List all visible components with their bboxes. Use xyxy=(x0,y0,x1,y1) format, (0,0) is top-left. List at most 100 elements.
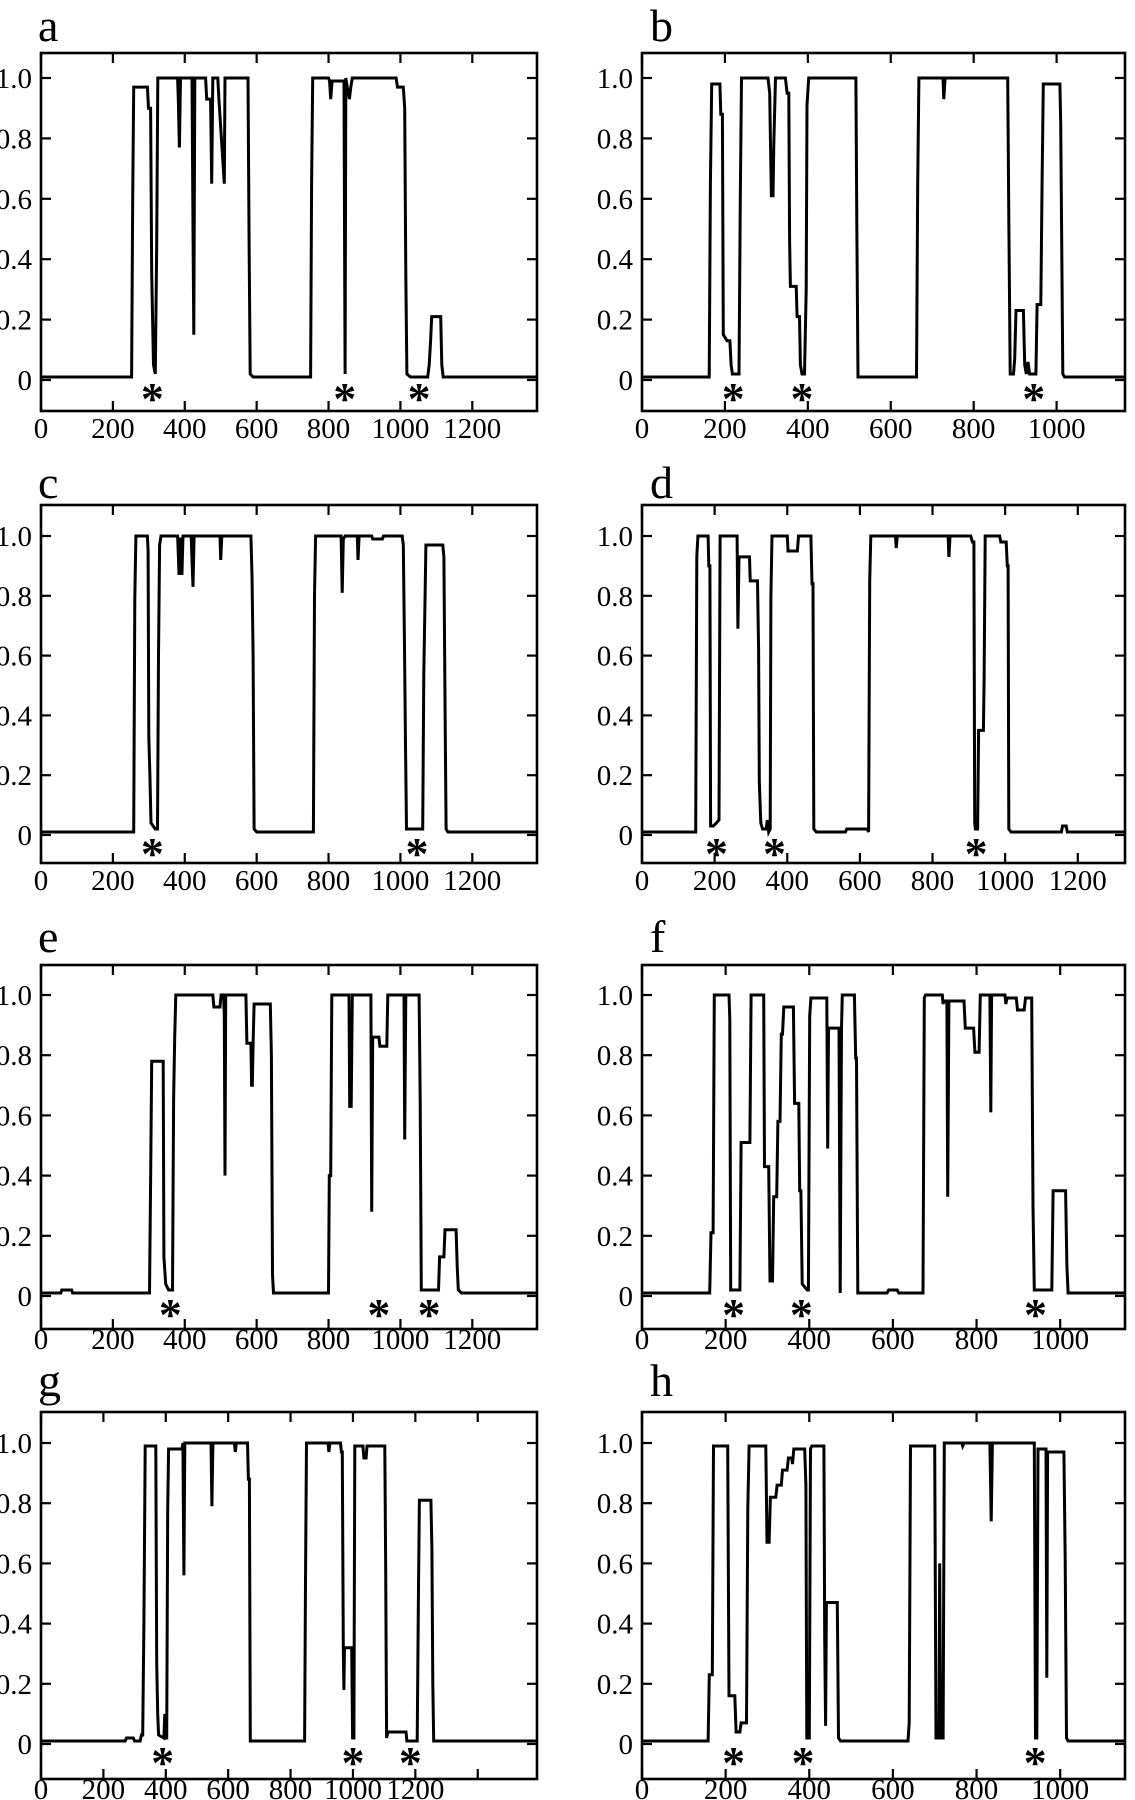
x-tick-label: 800 xyxy=(955,1774,999,1800)
y-tick-label: 0.4 xyxy=(0,244,33,276)
x-tick-label: 1200 xyxy=(386,1774,444,1800)
y-tick-label: 0.6 xyxy=(0,184,32,216)
panel-e: e 0 200 400 600 800 1000 1200 0 0.2 0.4 0.6 0.8 1.0 * *… xyxy=(0,911,539,1356)
x-tick-label: 200 xyxy=(703,413,747,445)
asterisk-marker: * xyxy=(405,828,428,879)
x-tick-label: 1200 xyxy=(443,865,501,897)
x-tick-label: 0 xyxy=(635,865,650,897)
x-tick-label: 1200 xyxy=(443,1324,501,1356)
y-tick-label: 1.0 xyxy=(0,980,32,1012)
trace-line xyxy=(41,993,537,1295)
asterisk-marker: * xyxy=(705,828,728,879)
x-tick-label: 600 xyxy=(869,413,913,445)
asterisk-marker: * xyxy=(790,1289,813,1340)
x-tick-label: 0 xyxy=(34,1774,49,1800)
x-tick-label: 400 xyxy=(766,865,810,897)
x-tick-label: 600 xyxy=(838,865,882,897)
x-tick-label: 400 xyxy=(163,1324,207,1356)
y-tick-label: 0.4 xyxy=(597,1609,634,1641)
asterisk-marker: * xyxy=(1024,1737,1047,1788)
y-tick-label: 0 xyxy=(18,1281,33,1313)
x-tick-label: 200 xyxy=(704,1774,748,1800)
asterisk-marker: * xyxy=(792,1737,815,1788)
y-tick-label: 0 xyxy=(18,1729,33,1761)
x-tick-label: 1000 xyxy=(324,1774,382,1800)
y-tick-label: 0.2 xyxy=(597,1221,633,1253)
x-tick-label: 1000 xyxy=(371,1324,429,1356)
y-tick-label: 0 xyxy=(619,365,634,397)
axis-box xyxy=(640,1410,1127,1781)
asterisk-marker: * xyxy=(159,1289,182,1340)
x-tick-label: 800 xyxy=(307,865,351,897)
y-tick-label: 0.2 xyxy=(0,760,32,792)
x-tick-label: 400 xyxy=(786,413,830,445)
x-tick-label: 200 xyxy=(82,1774,126,1800)
x-tick-label: 800 xyxy=(307,413,351,445)
y-tick-label: 0 xyxy=(18,365,33,397)
asterisk-marker: * xyxy=(722,373,745,424)
x-tick-label: 400 xyxy=(788,1774,832,1800)
x-tick-label: 800 xyxy=(955,1324,999,1356)
y-tick-label: 0.6 xyxy=(0,1100,32,1132)
asterisk-marker: * xyxy=(399,1737,422,1788)
x-tick-label: 800 xyxy=(911,865,955,897)
y-tick-label: 0.8 xyxy=(0,1040,32,1072)
x-tick-label: 1200 xyxy=(1049,865,1107,897)
x-tick-label: 0 xyxy=(635,1774,650,1800)
y-tick-label: 0.6 xyxy=(597,1100,633,1132)
x-tick-label: 1000 xyxy=(371,413,429,445)
trace-line xyxy=(642,534,1125,838)
x-tick-label: 1000 xyxy=(371,865,429,897)
panel-letter: h xyxy=(650,1355,673,1406)
y-tick-label: 0.2 xyxy=(0,1221,32,1253)
y-tick-label: 1.0 xyxy=(0,521,32,553)
x-tick-label: 400 xyxy=(163,413,207,445)
asterisk-marker: * xyxy=(1024,1289,1047,1340)
x-tick-label: 0 xyxy=(34,1324,49,1356)
y-tick-label: 0.4 xyxy=(597,700,634,732)
y-tick-label: 0.6 xyxy=(597,1548,633,1580)
x-tick-label: 800 xyxy=(952,413,996,445)
panel-letter: a xyxy=(38,0,58,51)
panel-c: c 0 200 400 600 800 1000 1200 0 0.2 0.4 0.6 0.8 1.0 * * xyxy=(0,457,539,897)
x-tick-label: 200 xyxy=(693,865,737,897)
asterisk-marker: * xyxy=(408,373,431,424)
axis-box xyxy=(640,503,1127,865)
trace-line xyxy=(642,76,1125,379)
y-tick-label: 0.4 xyxy=(0,1161,33,1193)
panel-a: a 0 200 400 600 800 1000 1200 0 0.2 0.4 0.6 0.8 1.0 * *… xyxy=(0,0,539,445)
asterisk-marker: * xyxy=(333,373,356,424)
asterisk-marker: * xyxy=(1022,373,1045,424)
x-tick-label: 800 xyxy=(269,1774,313,1800)
x-tick-label: 400 xyxy=(788,1324,832,1356)
y-tick-label: 1.0 xyxy=(597,980,633,1012)
y-tick-label: 1.0 xyxy=(0,63,32,95)
y-tick-label: 0 xyxy=(619,1729,634,1761)
y-tick-label: 0 xyxy=(619,1281,634,1313)
y-tick-label: 0.8 xyxy=(597,1040,633,1072)
y-tick-label: 0 xyxy=(18,820,33,852)
x-tick-label: 400 xyxy=(144,1774,188,1800)
y-tick-label: 0.8 xyxy=(0,581,32,613)
y-tick-label: 1.0 xyxy=(597,1428,633,1460)
x-tick-label: 1000 xyxy=(1031,1774,1089,1800)
panel-d: d 0 200 400 600 800 1000 1200 0 0.2 0.4 0.6 0.8 1.0 * *… xyxy=(597,457,1127,897)
y-tick-label: 0.2 xyxy=(597,1669,633,1701)
asterisk-marker: * xyxy=(722,1289,745,1340)
y-tick-label: 0.6 xyxy=(0,1548,32,1580)
y-tick-label: 0.6 xyxy=(0,641,32,673)
panel-letter: d xyxy=(650,457,673,508)
x-tick-label: 200 xyxy=(91,413,135,445)
panel-letter: b xyxy=(650,0,673,51)
y-tick-label: 0.6 xyxy=(597,641,633,673)
x-tick-label: 1000 xyxy=(1028,413,1086,445)
panel-b: b 0 200 400 600 800 1000 0 0.2 0.4 0.6 0.8 1.0 * * * xyxy=(597,0,1127,445)
axis-box xyxy=(640,51,1127,413)
trace-line xyxy=(41,1441,537,1743)
x-tick-label: 0 xyxy=(34,865,49,897)
x-tick-label: 1000 xyxy=(976,865,1034,897)
x-tick-label: 1200 xyxy=(443,413,501,445)
asterisk-marker: * xyxy=(965,828,988,879)
y-tick-label: 0.8 xyxy=(0,1488,32,1520)
y-tick-label: 0.8 xyxy=(597,581,633,613)
